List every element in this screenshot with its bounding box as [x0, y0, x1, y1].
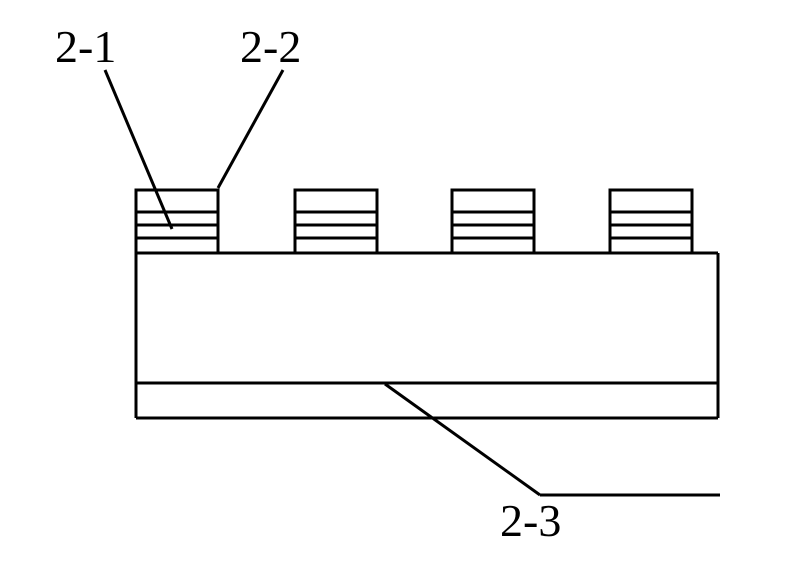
leader-2-2 — [218, 70, 283, 188]
label-2-2: 2-2 — [240, 21, 301, 72]
substrate — [136, 253, 718, 418]
label-2-3: 2-3 — [500, 495, 561, 546]
pillar-1 — [136, 190, 218, 253]
pillar-4 — [610, 190, 692, 253]
leader-2-3 — [385, 384, 540, 495]
label-2-1: 2-1 — [55, 21, 116, 72]
cross-section-diagram: 2-1 2-2 2-3 — [0, 0, 796, 566]
leader-2-1 — [105, 70, 172, 229]
pillar-2 — [295, 190, 377, 253]
pillar-3 — [452, 190, 534, 253]
